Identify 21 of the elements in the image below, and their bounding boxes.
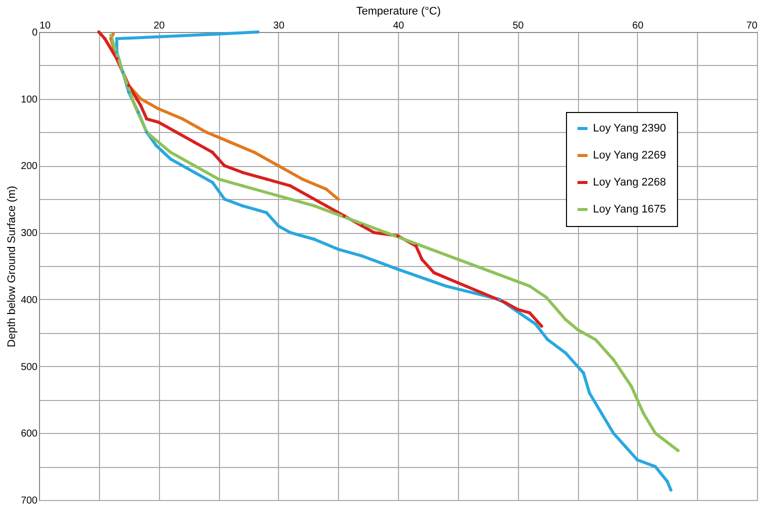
y-axis-title: Depth below Ground Surface (m) xyxy=(6,186,18,348)
legend-label: Loy Yang 2269 xyxy=(593,150,666,162)
x-tick-label: 60 xyxy=(632,20,644,32)
x-tick-label: 40 xyxy=(392,20,404,32)
legend-label: Loy Yang 2268 xyxy=(593,176,666,188)
x-tick-label: 20 xyxy=(154,20,166,32)
y-tick-label: 300 xyxy=(20,228,38,240)
x-tick-label: 50 xyxy=(512,20,524,32)
y-tick-label: 600 xyxy=(20,428,38,440)
y-tick-label: 200 xyxy=(20,161,38,172)
legend-label: Loy Yang 2390 xyxy=(593,122,666,134)
x-tick-label: 30 xyxy=(273,20,285,32)
legend-label: Loy Yang 1675 xyxy=(593,204,666,216)
x-axis-title: Temperature (°C) xyxy=(356,6,441,18)
y-tick-label: 0 xyxy=(32,28,38,38)
y-tick-label: 400 xyxy=(20,294,38,306)
y-tick-label: 100 xyxy=(20,94,38,106)
x-tick-label: 10 xyxy=(40,20,52,32)
y-tick-label: 700 xyxy=(20,496,38,506)
y-tick-label: 500 xyxy=(20,362,38,373)
x-tick-label: 70 xyxy=(746,20,758,32)
